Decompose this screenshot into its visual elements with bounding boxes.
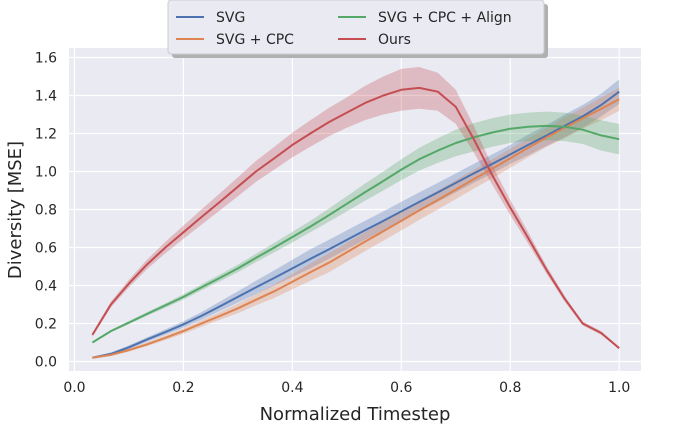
y-tick-label: 1.4: [35, 89, 57, 105]
y-tick-label: 0.6: [35, 241, 57, 257]
legend-label-ours: Ours: [378, 32, 411, 48]
x-tick-label: 0.4: [281, 380, 303, 396]
line-svg: [92, 90, 620, 359]
band-svg-cpc-align: [92, 111, 620, 344]
y-tick-label: 1.6: [35, 51, 57, 67]
y-tick-label: 0.0: [35, 355, 57, 371]
y-tick-label: 1.0: [35, 165, 57, 181]
legend-label-svg: SVG: [216, 10, 245, 26]
y-tick-label: 1.2: [35, 127, 57, 143]
y-tick-labels: 0.0 0.2 0.4 0.6 0.8 1.0 1.2 1.4 1.6: [35, 51, 57, 371]
legend-box: [167, 0, 545, 55]
legend-label-svg-cpc-align: SVG + CPC + Align: [378, 10, 512, 26]
line-svg-cpc-align: [91, 124, 620, 344]
x-tick-label: 1.0: [608, 380, 630, 396]
legend-items: SVG SVG + CPC SVG + CPC + Align Ours: [176, 10, 512, 48]
y-tick-label: 0.2: [35, 317, 57, 333]
x-tick-label: 0.6: [390, 380, 412, 396]
x-tick-label: 0.2: [172, 380, 194, 396]
x-tick-label: 0.0: [63, 380, 85, 396]
x-tick-labels: 0.0 0.2 0.4 0.6 0.8 1.0: [63, 380, 630, 396]
legend: SVG SVG + CPC SVG + CPC + Align Ours: [167, 0, 548, 58]
line-svg-cpc: [92, 98, 620, 359]
confidence-bands: [92, 67, 620, 359]
band-ours: [92, 67, 620, 350]
x-axis-title: Normalized Timestep: [260, 404, 451, 425]
line-ours: [91, 86, 620, 349]
series-lines: [91, 86, 620, 359]
y-tick-label: 0.8: [35, 203, 57, 219]
y-axis-title: Diversity [MSE]: [5, 141, 26, 279]
x-tick-label: 0.8: [499, 380, 521, 396]
legend-label-svg-cpc: SVG + CPC: [216, 32, 294, 48]
y-tick-label: 0.4: [35, 279, 57, 295]
